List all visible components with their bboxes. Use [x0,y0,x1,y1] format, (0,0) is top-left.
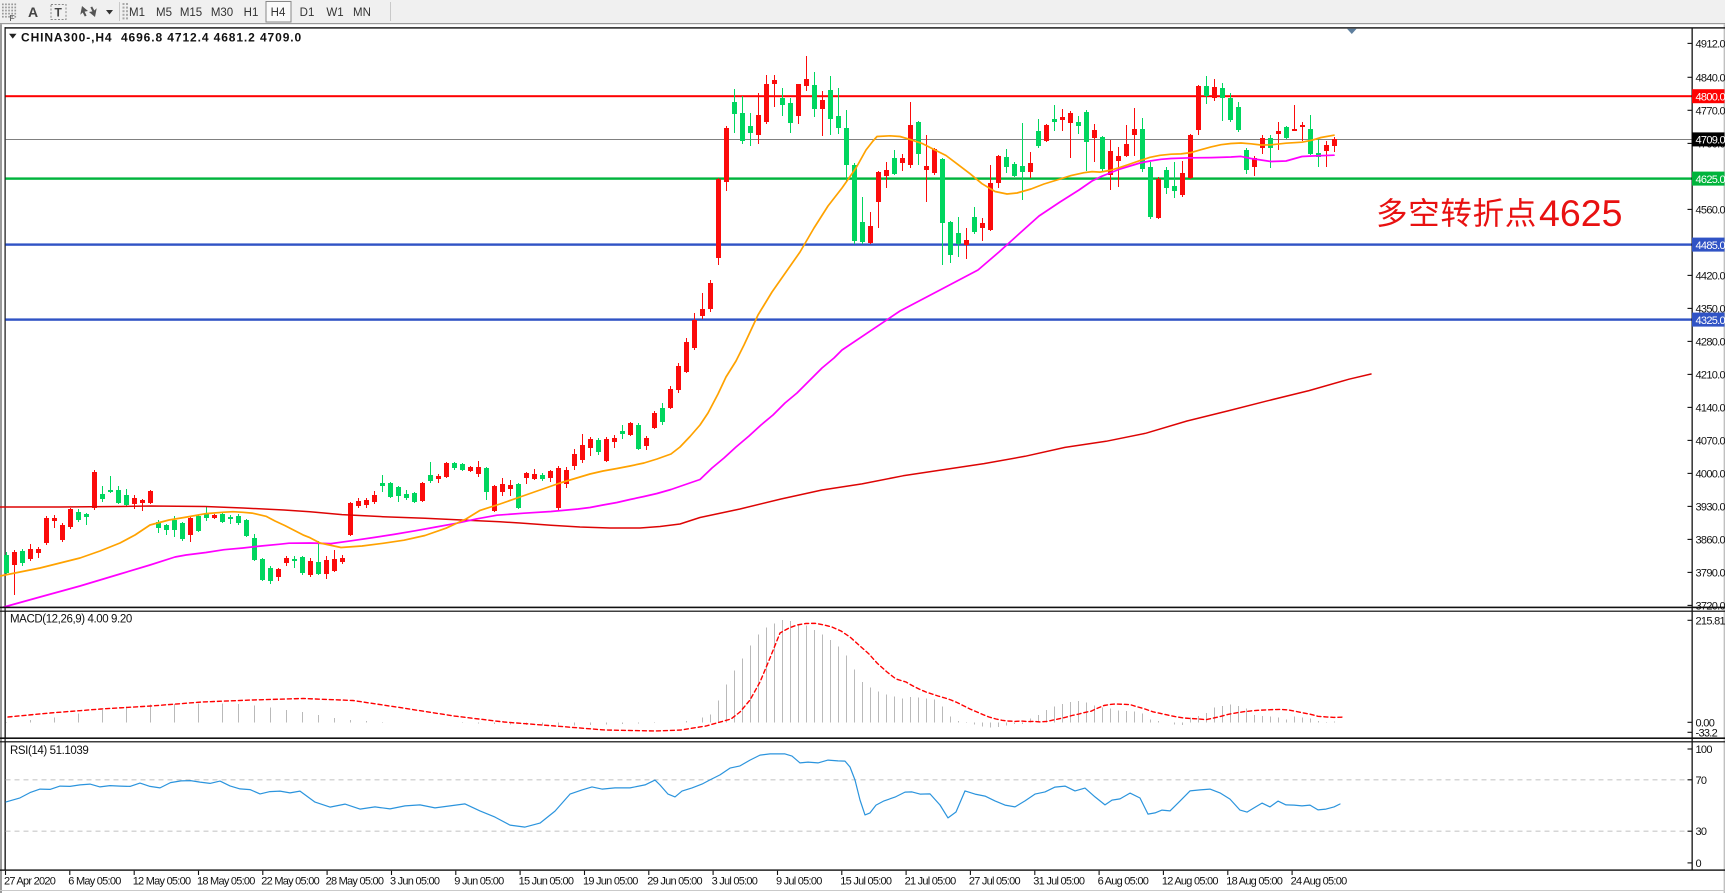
svg-text:9 Jun 05:00: 9 Jun 05:00 [454,876,504,888]
svg-text:4420.0: 4420.0 [1696,270,1725,282]
svg-text:3930.0: 3930.0 [1696,501,1725,513]
svg-text:100: 100 [1696,744,1713,756]
svg-text:4070.0: 4070.0 [1696,435,1725,447]
svg-text:RSI(14) 51.1039: RSI(14) 51.1039 [10,745,88,757]
svg-text:M5: M5 [156,7,172,19]
svg-text:4280.0: 4280.0 [1696,336,1725,348]
svg-text:4560.0: 4560.0 [1696,204,1725,216]
svg-text:4840.0: 4840.0 [1696,72,1725,84]
svg-text:29 Jun 05:00: 29 Jun 05:00 [647,876,702,888]
svg-text:T: T [55,6,63,20]
svg-text:3720.0: 3720.0 [1696,600,1725,612]
svg-text:30: 30 [1696,826,1707,838]
svg-text:215.81: 215.81 [1696,615,1725,627]
svg-text:3 Jul 05:00: 3 Jul 05:00 [712,876,758,888]
svg-text:H4: H4 [271,7,286,19]
svg-text:M30: M30 [211,7,233,19]
svg-text:H1: H1 [244,7,259,19]
svg-text:MN: MN [353,7,371,19]
svg-text:15 Jul 05:00: 15 Jul 05:00 [840,876,892,888]
svg-text:4210.0: 4210.0 [1696,369,1725,381]
svg-text:W1: W1 [326,7,343,19]
svg-text:21 Jul 05:00: 21 Jul 05:00 [905,876,957,888]
svg-text:28 May 05:00: 28 May 05:00 [326,876,384,888]
svg-text:0: 0 [1696,858,1702,870]
svg-text:18 Aug 05:00: 18 Aug 05:00 [1226,876,1282,888]
svg-text:24 Aug 05:00: 24 Aug 05:00 [1291,876,1347,888]
svg-text:12 Aug 05:00: 12 Aug 05:00 [1162,876,1218,888]
svg-text:4625.0: 4625.0 [1696,174,1725,186]
svg-text:4000.0: 4000.0 [1696,468,1725,480]
svg-text:0.00: 0.00 [1696,717,1715,729]
svg-text:4800.0: 4800.0 [1696,91,1725,103]
svg-text:4625: 4625 [1539,192,1622,234]
svg-text:F: F [10,13,15,23]
svg-text:A: A [28,4,38,20]
svg-text:3860.0: 3860.0 [1696,534,1725,546]
svg-text:4912.0: 4912.0 [1696,38,1725,50]
svg-text:4140.0: 4140.0 [1696,402,1725,414]
svg-text:M15: M15 [180,7,202,19]
svg-text:18 May 05:00: 18 May 05:00 [197,876,255,888]
svg-text:M1: M1 [129,7,145,19]
svg-text:4325.0: 4325.0 [1696,315,1725,327]
svg-text:19 Jun 05:00: 19 Jun 05:00 [583,876,638,888]
svg-text:15 Jun 05:00: 15 Jun 05:00 [519,876,574,888]
svg-text:6 Aug 05:00: 6 Aug 05:00 [1098,876,1149,888]
svg-text:27 Apr 2020: 27 Apr 2020 [4,876,56,888]
svg-text:CHINA300-,H4 4696.8 4712.4 46: CHINA300-,H4 4696.8 4712.4 4681.2 4709.0 [21,31,302,45]
svg-text:70: 70 [1696,775,1707,787]
svg-text:31 Jul 05:00: 31 Jul 05:00 [1033,876,1085,888]
svg-text:3 Jun 05:00: 3 Jun 05:00 [390,876,440,888]
svg-text:4485.0: 4485.0 [1696,240,1725,252]
svg-text:MACD(12,26,9) 4.00 9.20: MACD(12,26,9) 4.00 9.20 [10,614,132,626]
svg-text:22 May 05:00: 22 May 05:00 [261,876,319,888]
svg-text:4709.0: 4709.0 [1696,135,1725,147]
svg-text:4350.0: 4350.0 [1696,303,1725,315]
svg-text:D1: D1 [300,7,315,19]
svg-text:6 May 05:00: 6 May 05:00 [68,876,121,888]
svg-text:-33.2: -33.2 [1696,727,1718,739]
svg-text:9 Jul 05:00: 9 Jul 05:00 [776,876,822,888]
svg-text:27 Jul 05:00: 27 Jul 05:00 [969,876,1021,888]
svg-text:12 May 05:00: 12 May 05:00 [133,876,191,888]
svg-text:3790.0: 3790.0 [1696,567,1725,579]
svg-text:4770.0: 4770.0 [1696,105,1725,117]
